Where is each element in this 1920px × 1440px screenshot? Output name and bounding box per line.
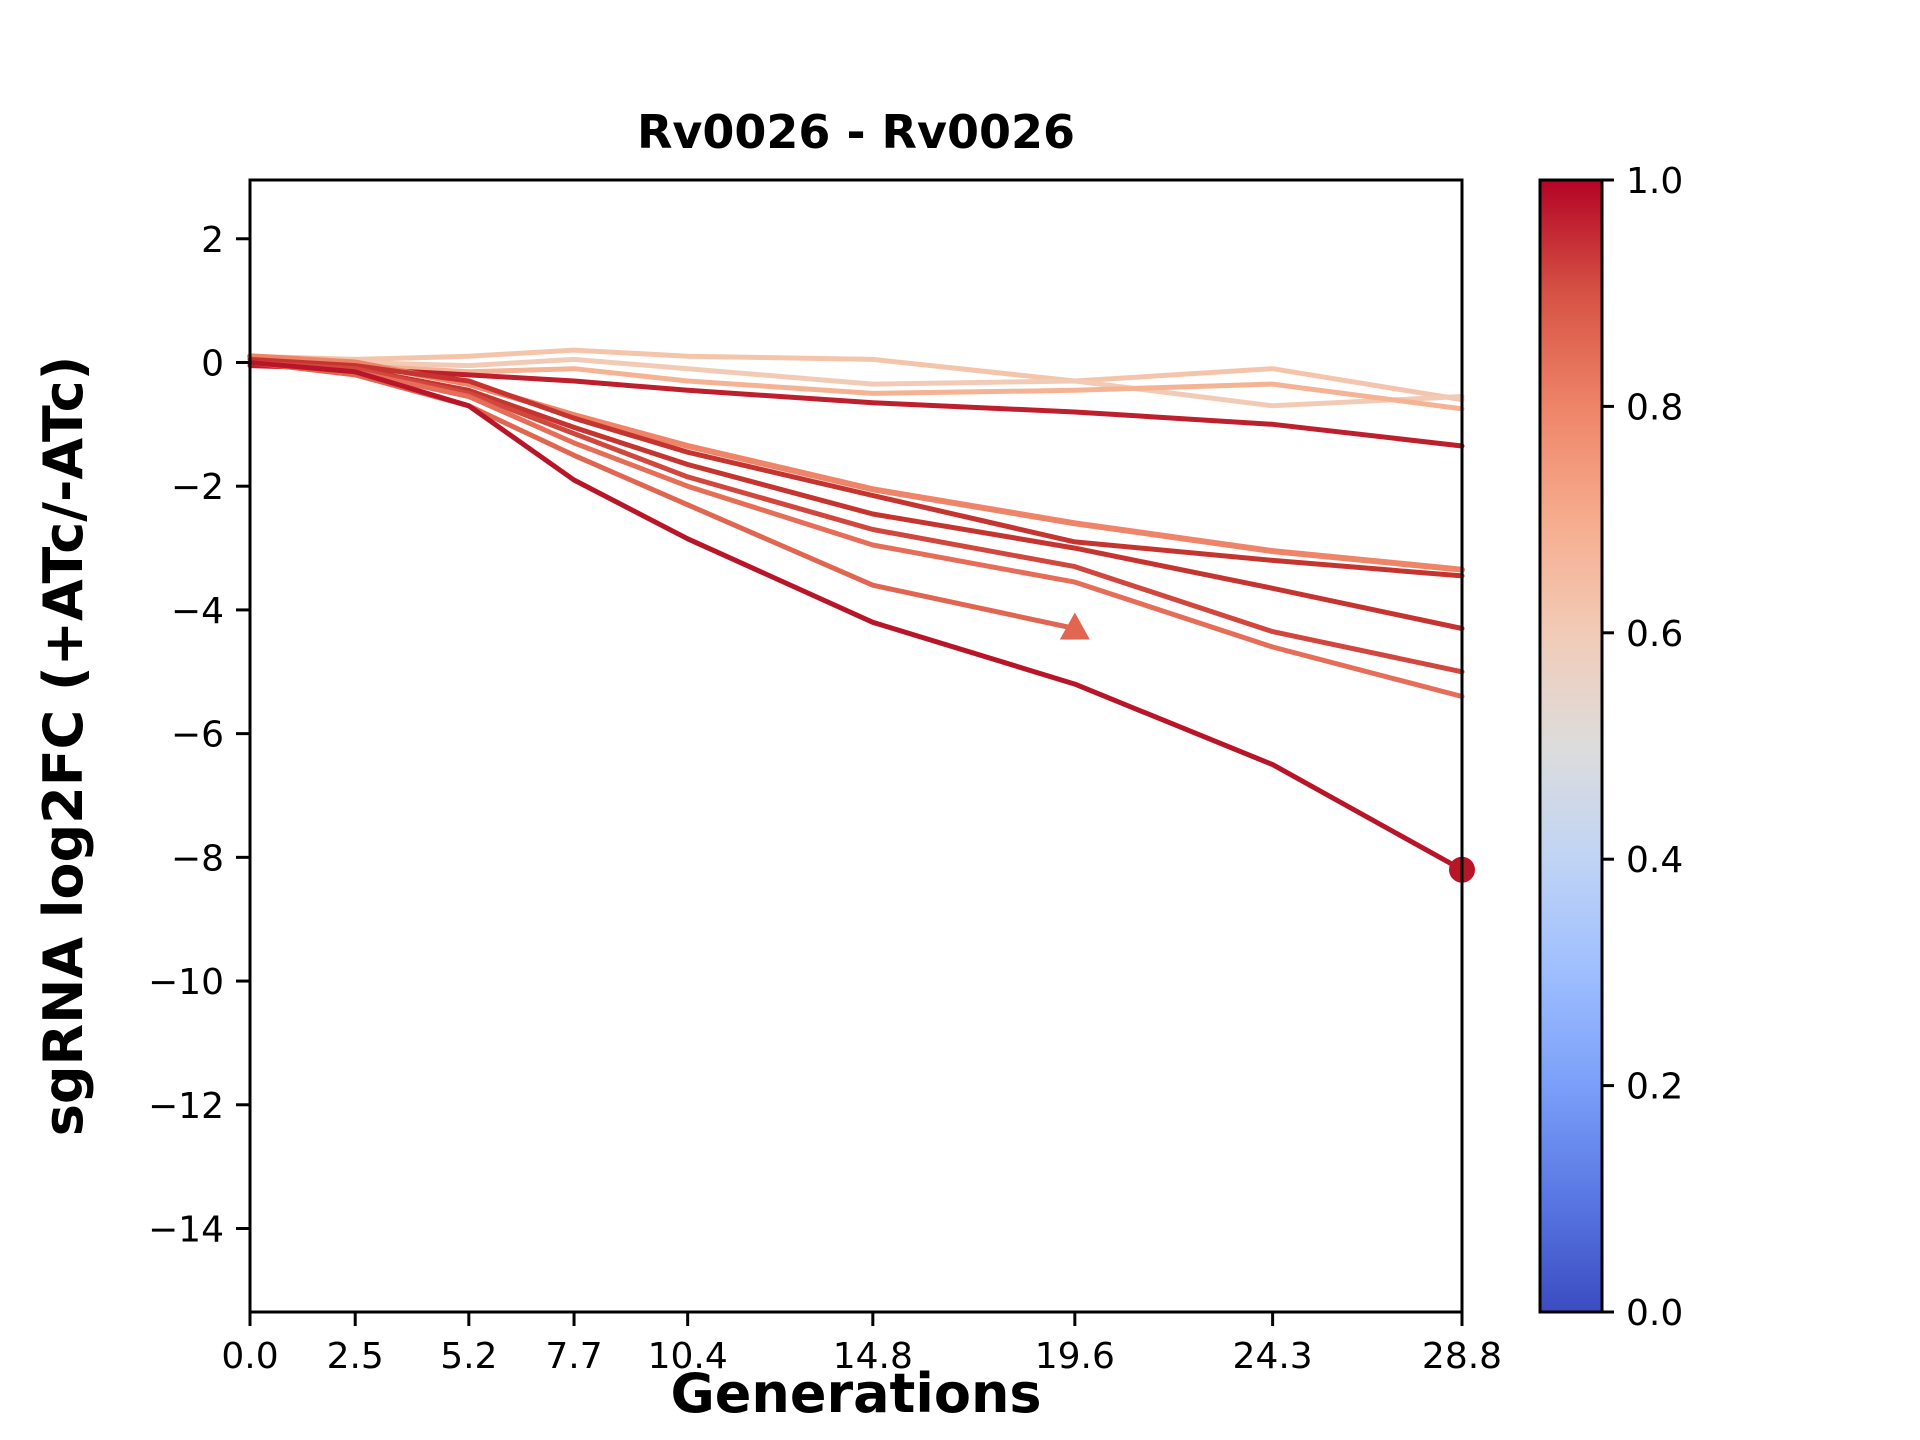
x-tick-label: 7.7 xyxy=(545,1336,602,1377)
series-line-sgRNA-6 xyxy=(247,356,1465,579)
colorbar-tick-label: 0.4 xyxy=(1626,840,1683,881)
axes-spines xyxy=(248,178,1464,1314)
series-line-sgRNA-8 xyxy=(247,360,1465,675)
series-line-sgRNA-9 xyxy=(247,360,1465,699)
x-tick-label: 28.8 xyxy=(1422,1336,1502,1377)
series-line-sgRNA-1 xyxy=(247,347,1465,403)
y-tick-label: −4 xyxy=(171,591,224,632)
y-tick-label: −12 xyxy=(148,1086,224,1127)
x-tick-label: 24.3 xyxy=(1233,1336,1313,1377)
x-tick-label: 0.0 xyxy=(221,1336,278,1377)
series-line-sgRNA-2 xyxy=(247,356,1465,409)
colorbar-tick-label: 0.6 xyxy=(1626,614,1683,655)
colorbar-tick-label: 0.2 xyxy=(1626,1067,1683,1108)
chart-title: Rv0026 - Rv0026 xyxy=(637,105,1075,159)
x-tick-label: 2.5 xyxy=(327,1336,384,1377)
series-line-sgRNA-11 xyxy=(247,360,1465,873)
y-tick-label: −10 xyxy=(148,962,224,1003)
y-tick-label: −6 xyxy=(171,715,224,756)
plot-area: 0.0 2.5 5.2 7.7 10.4 14.8 19.6 24.3 28.8 2 0 −2 −4 −6… xyxy=(148,161,1683,1377)
x-tick-label: 14.8 xyxy=(833,1336,913,1377)
y-tick-label: 0 xyxy=(201,343,224,384)
x-axis-label: Generations xyxy=(670,1362,1041,1425)
x-tick-label: 19.6 xyxy=(1035,1336,1115,1377)
endpoint-triangle-marker xyxy=(1059,612,1090,640)
x-tick-label: 5.2 xyxy=(440,1336,497,1377)
y-tick-label: 2 xyxy=(201,220,224,261)
colorbar-tick-label: 1.0 xyxy=(1626,161,1683,202)
colorbar xyxy=(1538,178,1604,1314)
x-tick-label: 10.4 xyxy=(648,1336,728,1377)
y-axis-label: sgRNA log2FC (+ATc/-ATc) xyxy=(32,356,95,1137)
series-line-sgRNA-10 xyxy=(247,360,1078,631)
y-tick-label: −2 xyxy=(171,467,224,508)
colorbar-tick-label: 0.0 xyxy=(1626,1293,1683,1334)
y-tick-label: −14 xyxy=(148,1209,224,1250)
y-tick-label: −8 xyxy=(171,838,224,879)
colorbar-tick-label: 0.8 xyxy=(1626,387,1683,428)
